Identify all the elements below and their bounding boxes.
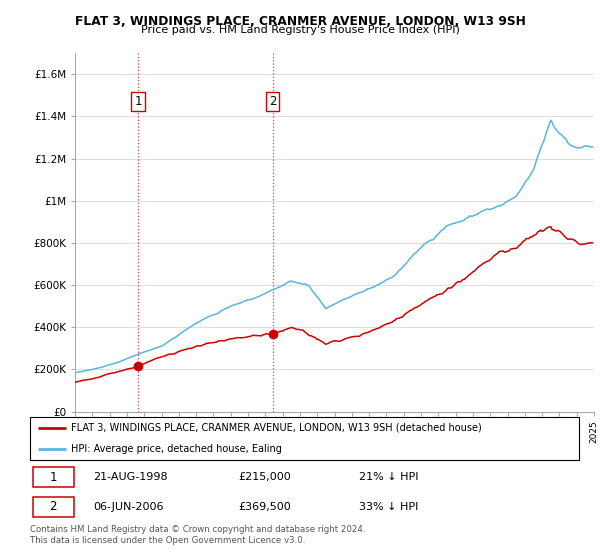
Text: £215,000: £215,000 xyxy=(239,472,292,482)
FancyBboxPatch shape xyxy=(33,497,74,516)
FancyBboxPatch shape xyxy=(30,417,579,460)
Text: Price paid vs. HM Land Registry's House Price Index (HPI): Price paid vs. HM Land Registry's House … xyxy=(140,25,460,35)
Text: HPI: Average price, detached house, Ealing: HPI: Average price, detached house, Eali… xyxy=(71,444,282,454)
Text: 06-JUN-2006: 06-JUN-2006 xyxy=(93,502,164,512)
Text: 1: 1 xyxy=(134,95,142,108)
Text: 21-AUG-1998: 21-AUG-1998 xyxy=(93,472,168,482)
Text: Contains HM Land Registry data © Crown copyright and database right 2024.
This d: Contains HM Land Registry data © Crown c… xyxy=(30,525,365,545)
Text: FLAT 3, WINDINGS PLACE, CRANMER AVENUE, LONDON, W13 9SH: FLAT 3, WINDINGS PLACE, CRANMER AVENUE, … xyxy=(74,15,526,27)
Text: 2: 2 xyxy=(50,500,57,513)
FancyBboxPatch shape xyxy=(33,468,74,487)
Text: 1: 1 xyxy=(50,471,57,484)
Text: FLAT 3, WINDINGS PLACE, CRANMER AVENUE, LONDON, W13 9SH (detached house): FLAT 3, WINDINGS PLACE, CRANMER AVENUE, … xyxy=(71,423,482,433)
Text: £369,500: £369,500 xyxy=(239,502,292,512)
Text: 21% ↓ HPI: 21% ↓ HPI xyxy=(359,472,419,482)
Text: 2: 2 xyxy=(269,95,277,108)
Text: 33% ↓ HPI: 33% ↓ HPI xyxy=(359,502,419,512)
